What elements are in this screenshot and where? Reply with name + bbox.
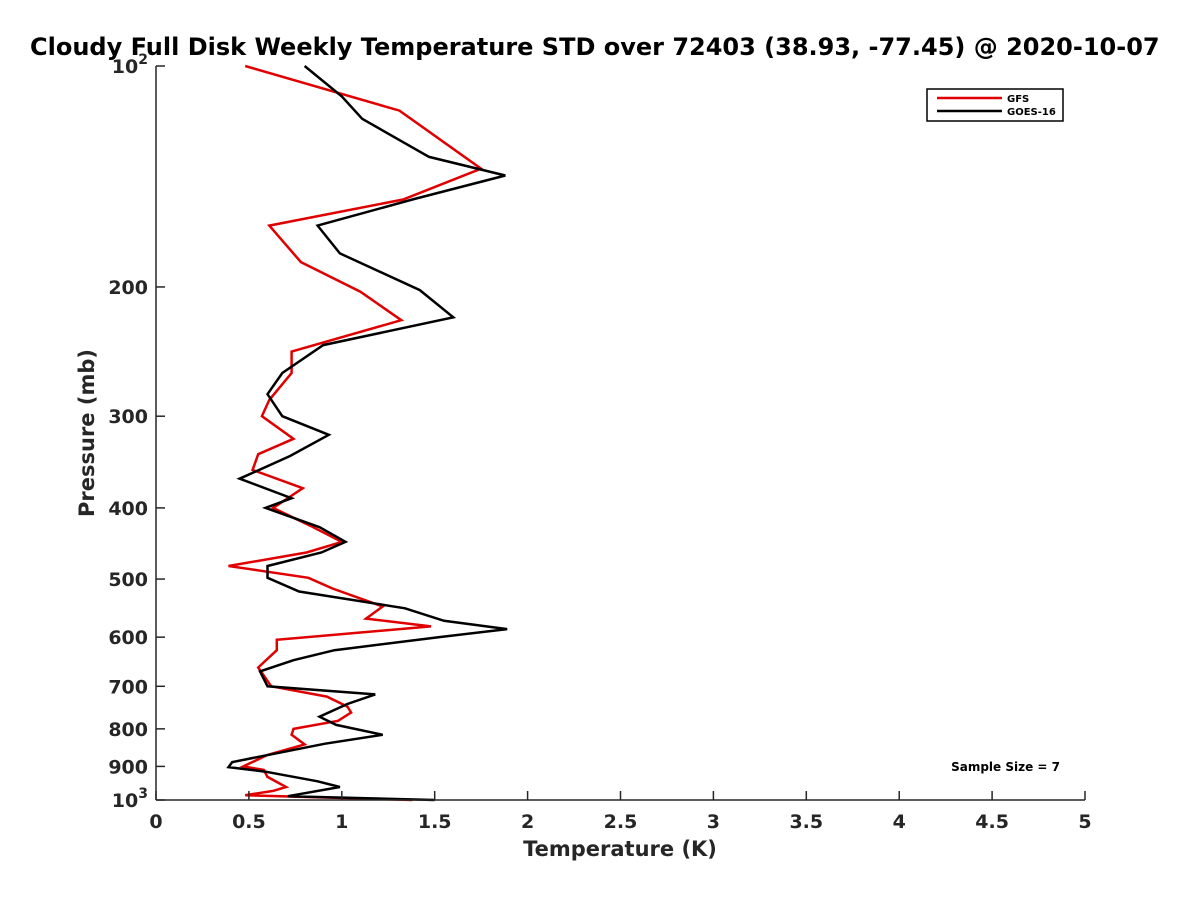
y-tick-label: 200 bbox=[108, 277, 148, 299]
x-tick-label: 1.5 bbox=[418, 811, 452, 833]
x-tick-label: 3 bbox=[707, 811, 720, 833]
y-tick-label: 900 bbox=[108, 756, 148, 778]
y-tick-label: 103 bbox=[112, 786, 148, 812]
legend-label: GOES-16 bbox=[1007, 107, 1056, 118]
y-tick-label: 800 bbox=[108, 719, 148, 741]
x-tick-label: 2 bbox=[521, 811, 534, 833]
x-tick-label: 4 bbox=[893, 811, 906, 833]
legend: GFS GOES-16 bbox=[926, 88, 1064, 122]
y-axis-label: Pressure (mb) bbox=[75, 349, 99, 517]
x-tick-label: 2.5 bbox=[604, 811, 638, 833]
legend-box bbox=[926, 88, 1064, 122]
axes-layer: 0 0.5 1 1.5 2 2.5 3 3.5 4 4.5 5 102 200 300 400 500 600 7… bbox=[108, 52, 1091, 833]
y-tick-label: 700 bbox=[108, 676, 148, 698]
x-tick-label: 5 bbox=[1078, 811, 1091, 833]
x-axis-label: Temperature (K) bbox=[523, 837, 717, 861]
x-tick-label: 1 bbox=[335, 811, 348, 833]
x-tick-label: 4.5 bbox=[975, 811, 1009, 833]
series-line-goes-16 bbox=[226, 65, 508, 802]
y-tick-label: 600 bbox=[108, 627, 148, 649]
y-tick-label: 300 bbox=[108, 406, 148, 428]
y-tick-label: 102 bbox=[112, 52, 148, 78]
x-tick-label: 0 bbox=[149, 811, 162, 833]
legend-label: GFS bbox=[1007, 94, 1029, 105]
x-tick-label: 0.5 bbox=[232, 811, 266, 833]
sample-size-annotation: Sample Size = 7 bbox=[951, 760, 1060, 774]
y-tick-label: 400 bbox=[108, 498, 148, 520]
series-layer bbox=[226, 64, 508, 802]
y-tick-label: 500 bbox=[108, 569, 148, 591]
chart-title: Cloudy Full Disk Weekly Temperature STD … bbox=[30, 33, 1160, 61]
x-tick-label: 3.5 bbox=[789, 811, 823, 833]
plot-area bbox=[156, 66, 1085, 800]
